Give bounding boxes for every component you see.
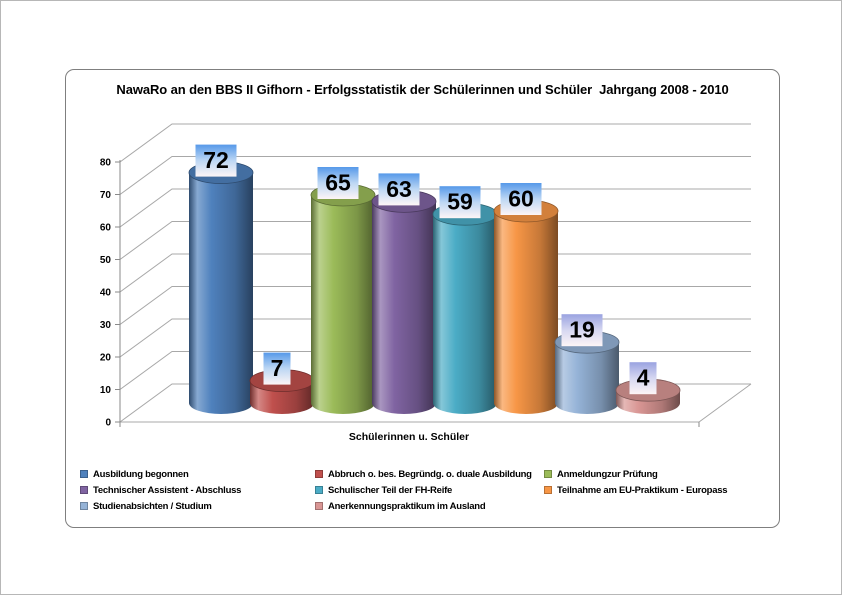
legend-item-2: Anmeldungzur Prüfung: [544, 469, 770, 480]
data-label-value: 72: [203, 147, 229, 173]
legend-item-3: Technischer Assistent - Abschluss: [80, 485, 315, 496]
legend-label: Schulischer Teil der FH-Reife: [328, 484, 453, 496]
legend-label: Anerkennungspraktikum im Ausland: [328, 500, 486, 512]
y-axis-tick-label: 0: [105, 418, 111, 429]
legend-item-4: Schulischer Teil der FH-Reife: [315, 485, 544, 496]
plot-area: 0 10 20 30 40 50 60 70 80 72 7 65 63 59 60 19 4: [100, 123, 752, 429]
legend-marker: [80, 486, 88, 494]
legend-marker: [315, 502, 323, 510]
cylinder-body: [189, 161, 253, 414]
data-label-2: 65: [317, 167, 359, 199]
legend-label: Teilnahme am EU-Praktikum - Europass: [557, 484, 728, 496]
data-label-box: [263, 352, 291, 385]
legend-label: Abbruch o. bes. Begründg. o. duale Ausbi…: [328, 468, 532, 480]
legend-marker: [80, 502, 88, 510]
data-label-box: [561, 314, 603, 347]
legend-marker: [544, 486, 552, 494]
y-axis-tick-label: 30: [100, 320, 112, 331]
cylinder-body: [372, 190, 436, 414]
gridline-60: [119, 188, 751, 228]
legend-marker: [315, 486, 323, 494]
cylinder-body: [433, 203, 497, 414]
chart-title: NawaRo an den BBS II Gifhorn - Erfolgsst…: [116, 82, 729, 97]
data-label-value: 7: [271, 355, 284, 381]
legend-item-1: Abbruch o. bes. Begründg. o. duale Ausbi…: [315, 469, 544, 480]
chart-frame: 0 10 20 30 40 50 60 70 80 72 7 65 63 59 60 19 4 NawaRo a…: [65, 69, 780, 528]
cylinder-series-2: [310, 183, 376, 414]
y-axis-tick-label: 80: [100, 158, 112, 169]
data-label-0: 72: [195, 144, 237, 177]
legend: Ausbildung begonnen Abbruch o. bes. Begrü…: [80, 466, 770, 514]
cylinder-series-5: [493, 199, 559, 414]
data-label-box: [317, 167, 359, 199]
data-label-5: 60: [500, 183, 542, 215]
legend-label: Ausbildung begonnen: [93, 468, 189, 480]
legend-marker: [80, 470, 88, 478]
gridline-80: [119, 123, 751, 163]
data-label-value: 65: [325, 170, 351, 196]
y-axis-tick-label: 20: [100, 353, 112, 364]
cylinder-series-4: [432, 202, 498, 414]
data-label-1: 7: [263, 352, 291, 385]
data-label-value: 19: [569, 317, 595, 343]
data-label-box: [500, 183, 542, 215]
y-axis-tick-label: 40: [100, 288, 112, 299]
legend-marker: [315, 470, 323, 478]
data-label-value: 4: [637, 365, 650, 391]
legend-item-7: Anerkennungspraktikum im Ausland: [315, 501, 544, 512]
y-axis-tick-label: 50: [100, 255, 112, 266]
data-label-box: [378, 173, 420, 206]
y-axis-tick-label: 70: [100, 190, 112, 201]
data-label-box: [439, 186, 481, 219]
gridline-70: [119, 156, 751, 195]
data-label-value: 59: [447, 189, 473, 215]
legend-label: Studienabsichten / Studium: [93, 500, 212, 512]
cylinder-series-3: [371, 189, 437, 414]
x-axis-title: Schülerinnen u. Schüler: [348, 431, 470, 443]
legend-label: Anmeldungzur Prüfung: [557, 468, 658, 480]
cylinder-body: [311, 184, 375, 414]
legend-item-6: Studienabsichten / Studium: [80, 501, 315, 512]
cylinder-body: [494, 200, 558, 414]
data-label-3: 63: [378, 173, 420, 206]
y-axis-tick-label: 60: [100, 223, 112, 234]
legend-label: Technischer Assistent - Abschluss: [93, 484, 242, 496]
data-label-value: 60: [508, 186, 534, 212]
data-label-box: [629, 362, 657, 395]
data-label-value: 63: [386, 176, 412, 202]
data-label-4: 59: [439, 186, 481, 219]
data-label-box: [195, 144, 237, 177]
legend-item-5: Teilnahme am EU-Praktikum - Europass: [544, 485, 770, 496]
legend-marker: [544, 470, 552, 478]
y-axis-tick-label: 10: [100, 385, 112, 396]
data-label-6: 19: [561, 314, 603, 347]
legend-item-0: Ausbildung begonnen: [80, 469, 315, 480]
data-label-7: 4: [629, 362, 657, 395]
cylinder-series-0: [188, 161, 254, 414]
